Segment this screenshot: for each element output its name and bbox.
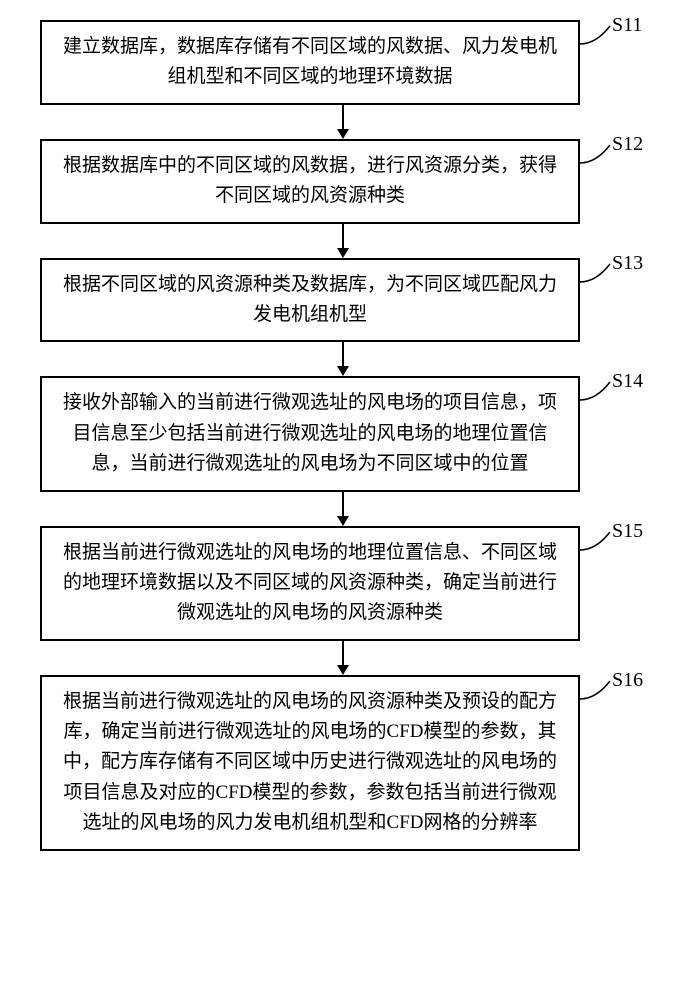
label-connector-icon — [580, 24, 616, 48]
step-box: 根据不同区域的风资源种类及数据库，为不同区域匹配风力发电机组机型 — [40, 258, 580, 343]
flowchart-step: 建立数据库，数据库存储有不同区域的风数据、风力发电机组机型和不同区域的地理环境数… — [40, 20, 646, 105]
flowchart-step: 根据当前进行微观选址的风电场的风资源种类及预设的配方库，确定当前进行微观选址的风… — [40, 675, 646, 851]
flowchart-step: 根据当前进行微观选址的风电场的地理位置信息、不同区域的地理环境数据以及不同区域的… — [40, 526, 646, 641]
arrow-connector — [73, 224, 613, 258]
label-connector-icon — [580, 262, 616, 286]
step-label: S13 — [612, 252, 643, 275]
step-label: S14 — [612, 370, 643, 393]
flowchart-step: 根据数据库中的不同区域的风数据，进行风资源分类，获得不同区域的风资源种类 S12 — [40, 139, 646, 224]
label-connector-icon — [580, 679, 616, 703]
arrow-down-icon — [333, 224, 353, 258]
arrow-down-icon — [333, 342, 353, 376]
arrow-down-icon — [333, 492, 353, 526]
step-label: S12 — [612, 133, 643, 156]
arrow-connector — [73, 342, 613, 376]
label-connector-icon — [580, 143, 616, 167]
step-box: 接收外部输入的当前进行微观选址的风电场的项目信息，项目信息至少包括当前进行微观选… — [40, 376, 580, 491]
step-box: 根据当前进行微观选址的风电场的地理位置信息、不同区域的地理环境数据以及不同区域的… — [40, 526, 580, 641]
arrow-connector — [73, 105, 613, 139]
arrow-connector — [73, 492, 613, 526]
flowchart: 建立数据库，数据库存储有不同区域的风数据、风力发电机组机型和不同区域的地理环境数… — [40, 20, 646, 851]
arrow-down-icon — [333, 105, 353, 139]
arrow-connector — [73, 641, 613, 675]
arrow-down-icon — [333, 641, 353, 675]
label-connector-icon — [580, 530, 616, 554]
flowchart-step: 接收外部输入的当前进行微观选址的风电场的项目信息，项目信息至少包括当前进行微观选… — [40, 376, 646, 491]
step-box: 根据数据库中的不同区域的风数据，进行风资源分类，获得不同区域的风资源种类 — [40, 139, 580, 224]
flowchart-step: 根据不同区域的风资源种类及数据库，为不同区域匹配风力发电机组机型 S13 — [40, 258, 646, 343]
step-box: 建立数据库，数据库存储有不同区域的风数据、风力发电机组机型和不同区域的地理环境数… — [40, 20, 580, 105]
step-label: S11 — [612, 14, 642, 37]
step-label: S16 — [612, 669, 643, 692]
step-box: 根据当前进行微观选址的风电场的风资源种类及预设的配方库，确定当前进行微观选址的风… — [40, 675, 580, 851]
step-label: S15 — [612, 520, 643, 543]
label-connector-icon — [580, 380, 616, 404]
